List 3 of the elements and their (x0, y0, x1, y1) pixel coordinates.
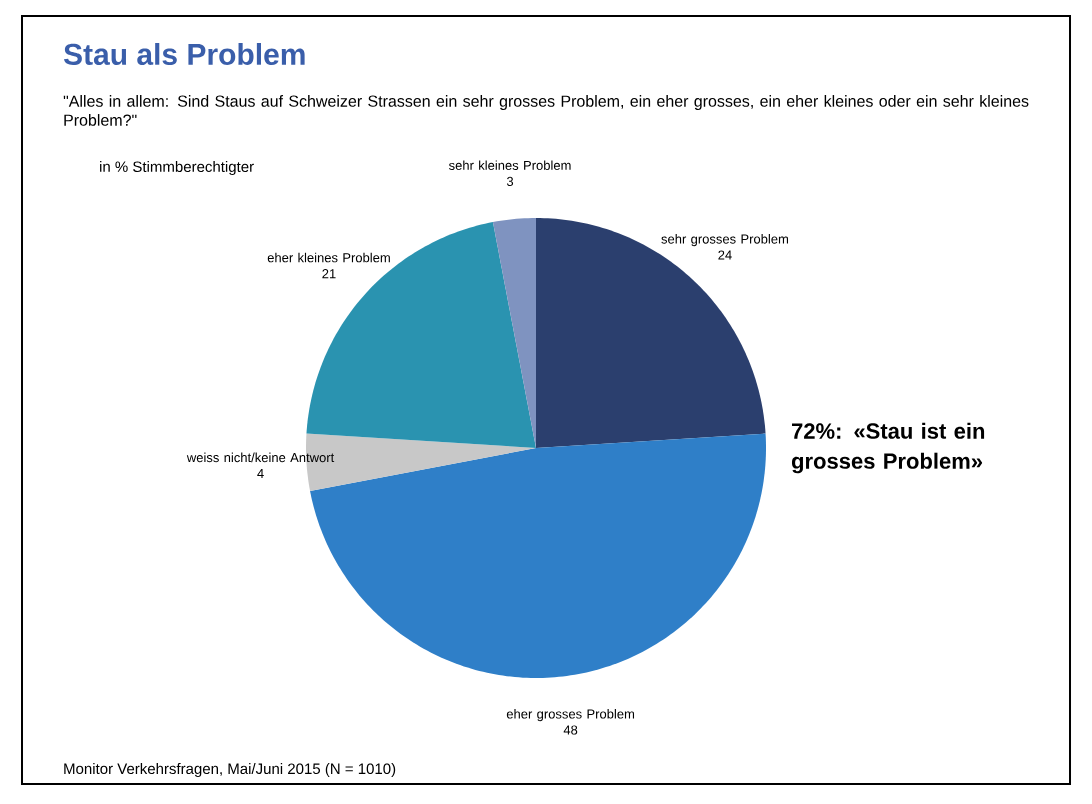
chart-title: Stau als Problem (63, 42, 305, 65)
chart-subtitle: "Alles in allem: Sind Staus auf Schweizer Strassen ein sehr grosses Problem, ein eher grosses, ein eher kleines oder ein sehr kleines Problem?" (63, 95, 1029, 126)
text: 72%: «Stau ist ein grosses Problem» (791, 422, 985, 474)
